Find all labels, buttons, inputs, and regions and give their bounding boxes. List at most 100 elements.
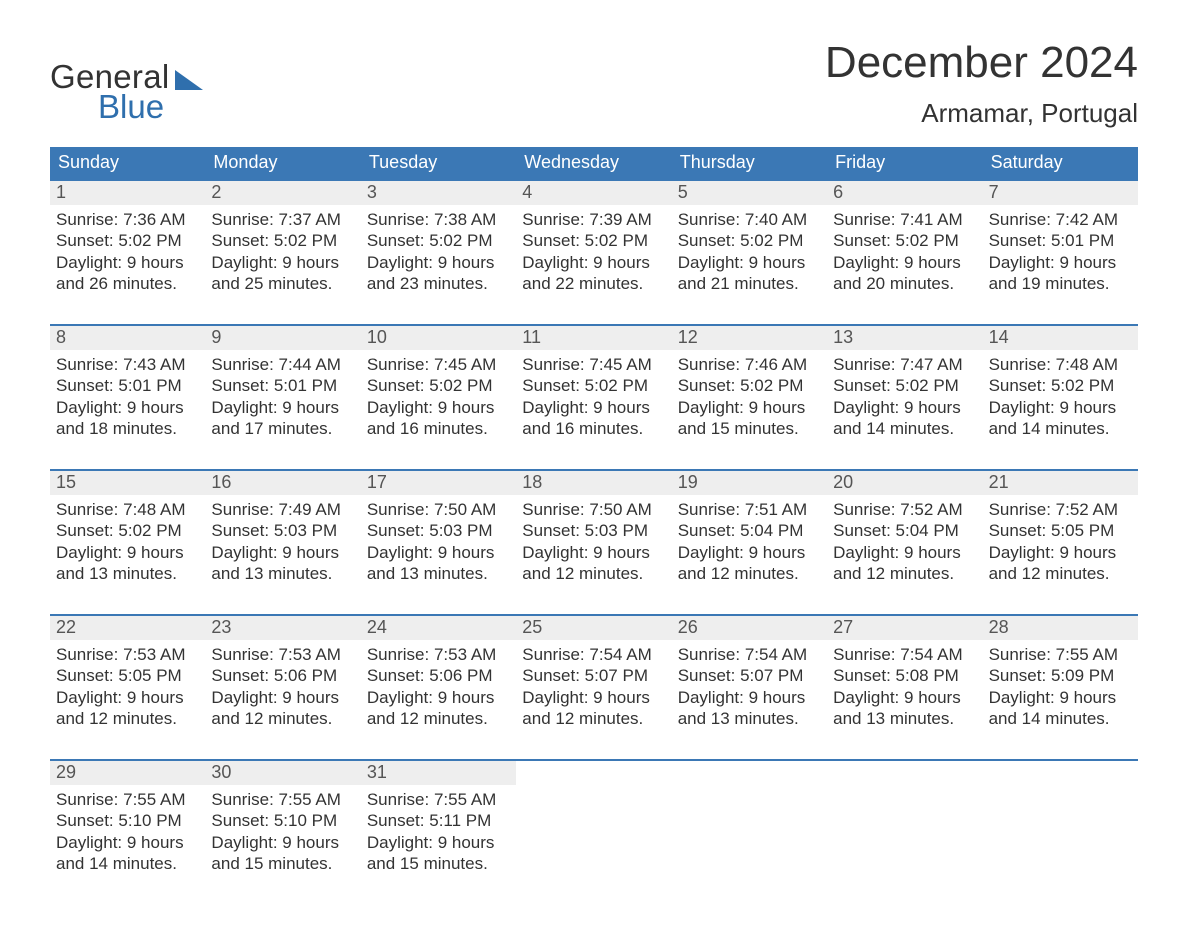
sunrise-value: 7:45 AM <box>589 355 651 374</box>
day-cell: 10Sunrise: 7:45 AMSunset: 5:02 PMDayligh… <box>361 326 516 469</box>
sunset-value: 5:04 PM <box>740 521 803 540</box>
sunrise-label: Sunrise: <box>833 645 895 664</box>
sunset-value: 5:02 PM <box>740 231 803 250</box>
day-details: Sunrise: 7:39 AMSunset: 5:02 PMDaylight:… <box>516 205 671 294</box>
sunrise-label: Sunrise: <box>989 210 1051 229</box>
day-cell: 1Sunrise: 7:36 AMSunset: 5:02 PMDaylight… <box>50 181 205 324</box>
sunset-label: Sunset: <box>833 521 891 540</box>
day-cell: 23Sunrise: 7:53 AMSunset: 5:06 PMDayligh… <box>205 616 360 759</box>
sunset-line: Sunset: 5:02 PM <box>367 375 510 396</box>
sunset-value: 5:03 PM <box>274 521 337 540</box>
day-cell: 30Sunrise: 7:55 AMSunset: 5:10 PMDayligh… <box>205 761 360 904</box>
sunset-label: Sunset: <box>522 231 580 250</box>
sunset-line: Sunset: 5:02 PM <box>56 230 199 251</box>
day-number: 2 <box>205 181 360 205</box>
sunrise-line: Sunrise: 7:45 AM <box>367 354 510 375</box>
sunset-label: Sunset: <box>211 521 269 540</box>
sunrise-label: Sunrise: <box>211 500 273 519</box>
sunset-value: 5:03 PM <box>585 521 648 540</box>
daylight-label: Daylight: <box>56 543 122 562</box>
sunrise-label: Sunrise: <box>678 645 740 664</box>
day-number <box>983 761 1138 764</box>
sunset-label: Sunset: <box>833 231 891 250</box>
week-row: 15Sunrise: 7:48 AMSunset: 5:02 PMDayligh… <box>50 469 1138 614</box>
day-cell: 5Sunrise: 7:40 AMSunset: 5:02 PMDaylight… <box>672 181 827 324</box>
sunset-label: Sunset: <box>678 231 736 250</box>
sunrise-value: 7:45 AM <box>434 355 496 374</box>
daylight-label: Daylight: <box>522 543 588 562</box>
daylight-label: Daylight: <box>522 253 588 272</box>
sunrise-value: 7:50 AM <box>434 500 496 519</box>
sunset-line: Sunset: 5:02 PM <box>989 375 1132 396</box>
daylight-line: Daylight: 9 hours and 14 minutes. <box>989 397 1132 440</box>
day-cell: 22Sunrise: 7:53 AMSunset: 5:05 PMDayligh… <box>50 616 205 759</box>
sunrise-line: Sunrise: 7:37 AM <box>211 209 354 230</box>
day-details: Sunrise: 7:54 AMSunset: 5:07 PMDaylight:… <box>516 640 671 729</box>
daylight-line: Daylight: 9 hours and 12 minutes. <box>989 542 1132 585</box>
sunrise-line: Sunrise: 7:49 AM <box>211 499 354 520</box>
day-cell: 27Sunrise: 7:54 AMSunset: 5:08 PMDayligh… <box>827 616 982 759</box>
sunset-label: Sunset: <box>211 811 269 830</box>
day-number: 19 <box>672 471 827 495</box>
sunset-value: 5:04 PM <box>896 521 959 540</box>
daylight-label: Daylight: <box>522 398 588 417</box>
day-cell: 28Sunrise: 7:55 AMSunset: 5:09 PMDayligh… <box>983 616 1138 759</box>
day-number: 3 <box>361 181 516 205</box>
daylight-label: Daylight: <box>367 398 433 417</box>
sunset-label: Sunset: <box>678 376 736 395</box>
sunset-value: 5:05 PM <box>118 666 181 685</box>
sunset-value: 5:06 PM <box>429 666 492 685</box>
sunrise-label: Sunrise: <box>367 645 429 664</box>
day-details: Sunrise: 7:55 AMSunset: 5:10 PMDaylight:… <box>50 785 205 874</box>
sunrise-value: 7:53 AM <box>279 645 341 664</box>
sunrise-value: 7:54 AM <box>589 645 651 664</box>
sunset-value: 5:11 PM <box>429 811 491 830</box>
daylight-label: Daylight: <box>833 543 899 562</box>
day-cell: 8Sunrise: 7:43 AMSunset: 5:01 PMDaylight… <box>50 326 205 469</box>
sunset-label: Sunset: <box>989 376 1047 395</box>
day-cell: 15Sunrise: 7:48 AMSunset: 5:02 PMDayligh… <box>50 471 205 614</box>
sunset-value: 5:06 PM <box>274 666 337 685</box>
day-number: 26 <box>672 616 827 640</box>
day-details: Sunrise: 7:38 AMSunset: 5:02 PMDaylight:… <box>361 205 516 294</box>
sunset-value: 5:02 PM <box>585 376 648 395</box>
sunset-label: Sunset: <box>56 231 114 250</box>
daylight-line: Daylight: 9 hours and 13 minutes. <box>367 542 510 585</box>
week-row: 22Sunrise: 7:53 AMSunset: 5:05 PMDayligh… <box>50 614 1138 759</box>
sunrise-label: Sunrise: <box>367 790 429 809</box>
sunset-value: 5:02 PM <box>896 231 959 250</box>
day-details: Sunrise: 7:45 AMSunset: 5:02 PM Daylight:… <box>361 350 516 439</box>
sunrise-line: Sunrise: 7:42 AM <box>989 209 1132 230</box>
day-details: Sunrise: 7:52 AMSunset: 5:04 PM Daylight:… <box>827 495 982 584</box>
daylight-label: Daylight: <box>833 688 899 707</box>
day-number: 15 <box>50 471 205 495</box>
daylight-label: Daylight: <box>522 688 588 707</box>
weekday-monday: Monday <box>205 147 360 179</box>
sunset-value: 5:07 PM <box>740 666 803 685</box>
daylight-label: Daylight: <box>211 253 277 272</box>
day-cell: 3Sunrise: 7:38 AMSunset: 5:02 PMDaylight… <box>361 181 516 324</box>
daylight-label: Daylight: <box>678 253 744 272</box>
sunrise-value: 7:55 AM <box>279 790 341 809</box>
day-details: Sunrise: 7:48 AMSunset: 5:02 PMDaylight:… <box>50 495 205 584</box>
day-details: Sunrise: 7:54 AMSunset: 5:07 PMDaylight:… <box>672 640 827 729</box>
sunset-value: 5:05 PM <box>1051 521 1114 540</box>
daylight-line: Daylight: 9 hours and 13 minutes. <box>56 542 199 585</box>
sunset-value: 5:01 PM <box>274 376 337 395</box>
daylight-label: Daylight: <box>678 688 744 707</box>
day-number: 12 <box>672 326 827 350</box>
sunset-label: Sunset: <box>367 811 425 830</box>
daylight-label: Daylight: <box>211 688 277 707</box>
weekday-friday: Friday <box>827 147 982 179</box>
weekday-header-row: Sunday Monday Tuesday Wednesday Thursday… <box>50 147 1138 179</box>
weeks-container: 1Sunrise: 7:36 AMSunset: 5:02 PMDaylight… <box>50 179 1138 904</box>
sunrise-line: Sunrise: 7:52 AM <box>833 499 976 520</box>
sunset-line: Sunset: 5:08 PM <box>833 665 976 686</box>
sunrise-line: Sunrise: 7:53 AM <box>56 644 199 665</box>
sunrise-value: 7:54 AM <box>745 645 807 664</box>
day-details: Sunrise: 7:55 AMSunset: 5:11 PMDaylight:… <box>361 785 516 874</box>
day-number: 6 <box>827 181 982 205</box>
sunset-label: Sunset: <box>367 231 425 250</box>
day-cell <box>516 761 671 904</box>
sunrise-label: Sunrise: <box>989 645 1051 664</box>
